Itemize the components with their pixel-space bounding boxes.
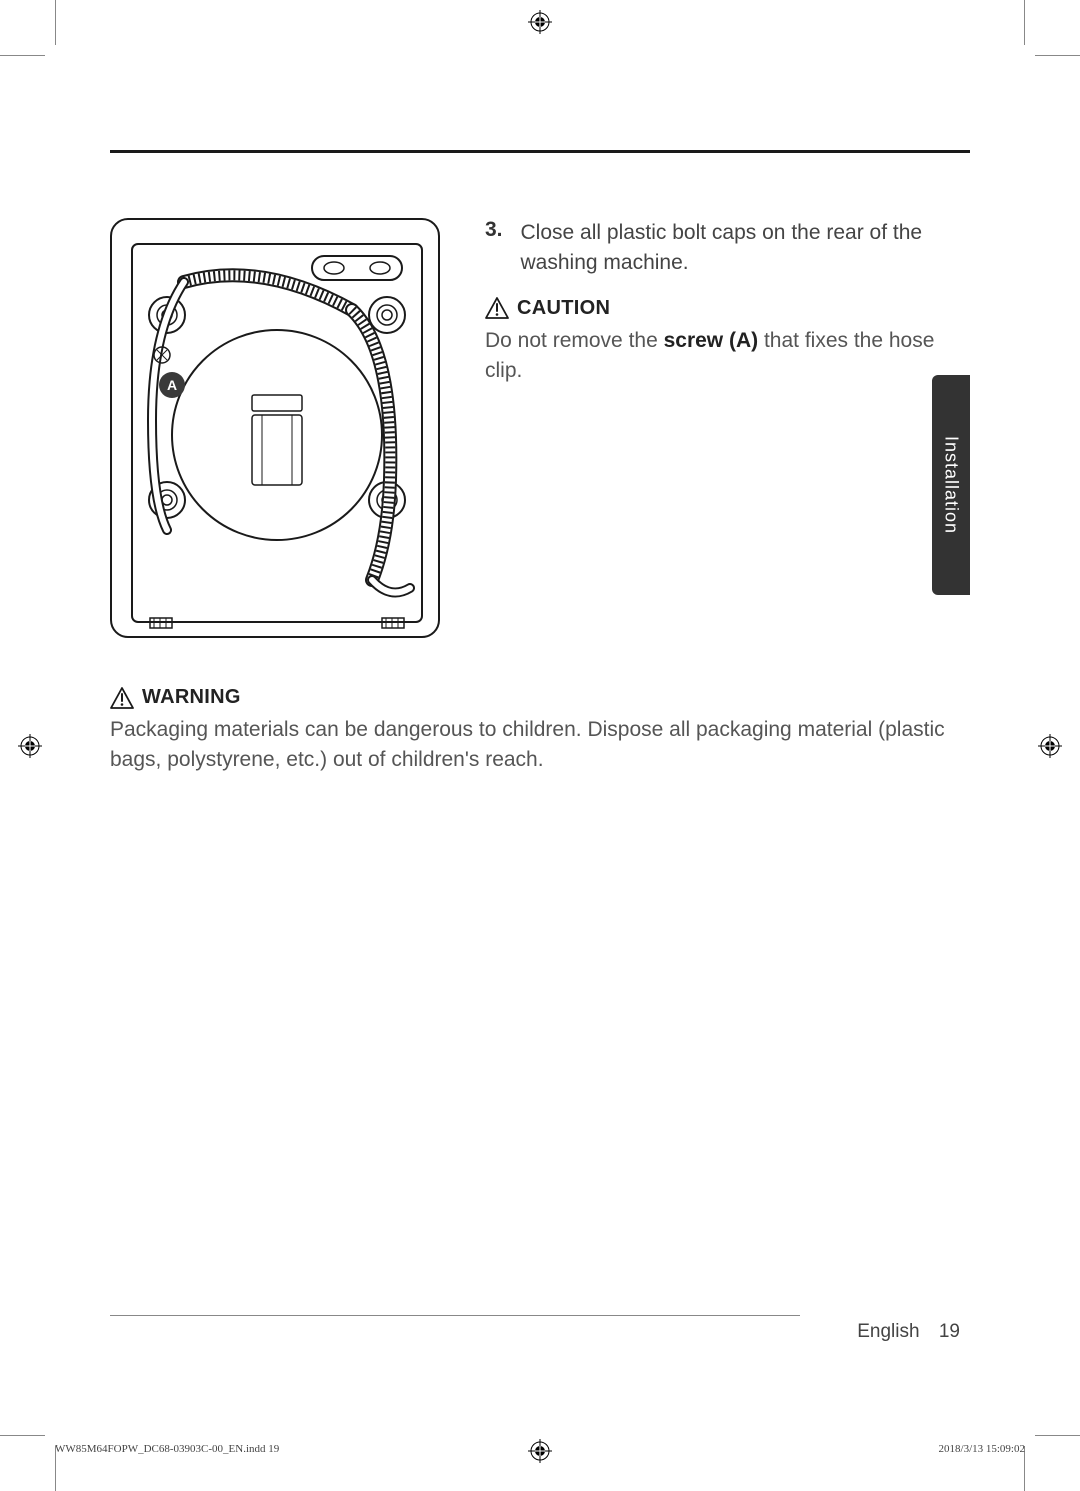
crop-mark bbox=[1035, 1435, 1080, 1436]
illustration-label-a: A bbox=[167, 377, 177, 393]
page-content: A 3. Close all plastic bolt caps on the … bbox=[110, 150, 970, 1361]
page-footer: English 19 bbox=[857, 1321, 960, 1343]
step-text: Close all plastic bolt caps on the rear … bbox=[521, 218, 970, 279]
warning-triangle-icon bbox=[110, 687, 134, 709]
registration-mark-icon bbox=[1038, 734, 1062, 758]
crop-mark bbox=[0, 55, 45, 56]
warning-label: WARNING bbox=[142, 686, 241, 709]
registration-mark-icon bbox=[528, 1439, 552, 1463]
step-number: 3. bbox=[485, 218, 503, 279]
caution-triangle-icon bbox=[485, 297, 509, 319]
crop-mark bbox=[55, 0, 56, 45]
crop-mark bbox=[0, 1435, 45, 1436]
section-rule bbox=[110, 150, 970, 153]
washing-machine-illustration: A bbox=[110, 218, 440, 638]
registration-mark-icon bbox=[18, 734, 42, 758]
print-file-label: WW85M64FOPW_DC68-03903C-00_EN.indd 19 bbox=[55, 1443, 279, 1455]
section-tab: Installation bbox=[932, 375, 970, 595]
caution-label: CAUTION bbox=[517, 297, 610, 320]
caution-text: Do not remove the screw (A) that fixes t… bbox=[485, 326, 970, 387]
warning-heading: WARNING bbox=[110, 686, 970, 709]
crop-mark bbox=[1024, 0, 1025, 45]
instruction-row: A 3. Close all plastic bolt caps on the … bbox=[110, 218, 970, 638]
footer-language: English bbox=[857, 1321, 919, 1342]
step-3: 3. Close all plastic bolt caps on the re… bbox=[485, 218, 970, 279]
instruction-text-column: 3. Close all plastic bolt caps on the re… bbox=[485, 218, 970, 638]
warning-block: WARNING Packaging materials can be dange… bbox=[110, 686, 970, 776]
footer-rule bbox=[110, 1315, 800, 1316]
footer-page-number: 19 bbox=[939, 1321, 960, 1342]
caution-text-before: Do not remove the bbox=[485, 329, 664, 352]
crop-mark bbox=[1035, 55, 1080, 56]
print-timestamp-label: 2018/3/13 15:09:02 bbox=[939, 1443, 1025, 1455]
caution-heading: CAUTION bbox=[485, 297, 970, 320]
caution-text-bold: screw (A) bbox=[664, 329, 759, 352]
section-tab-label: Installation bbox=[941, 436, 962, 534]
warning-text: Packaging materials can be dangerous to … bbox=[110, 715, 970, 776]
registration-mark-icon bbox=[528, 10, 552, 34]
